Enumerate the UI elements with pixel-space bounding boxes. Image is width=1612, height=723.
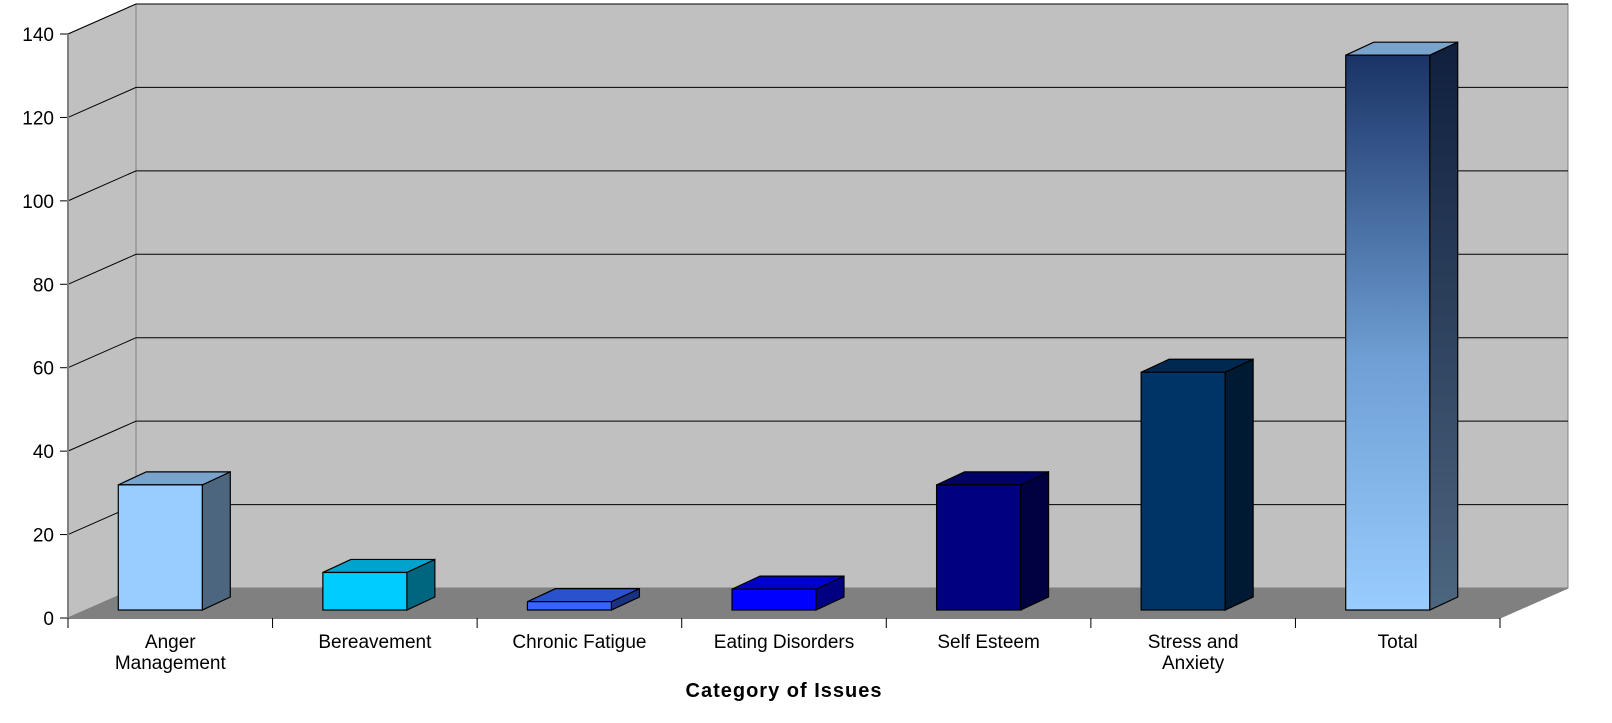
axes bbox=[67, 34, 1569, 628]
bar-front bbox=[322, 571, 408, 611]
x-category-label: Anger bbox=[145, 632, 196, 653]
bar-1 bbox=[322, 558, 436, 611]
gridline bbox=[67, 420, 1568, 452]
bar-side bbox=[1429, 41, 1459, 611]
bar-side bbox=[1019, 470, 1050, 611]
bar-front bbox=[526, 601, 613, 611]
gridline bbox=[67, 86, 1568, 118]
bar-4 bbox=[935, 470, 1050, 611]
y-tick-label: 80 bbox=[33, 275, 54, 296]
x-category-label: Eating Disorders bbox=[714, 632, 854, 653]
bar-front bbox=[1345, 54, 1431, 611]
y-tick-label: 140 bbox=[22, 25, 54, 46]
bar-side bbox=[1224, 358, 1254, 611]
x-category-label: Anxiety bbox=[1162, 653, 1225, 674]
bar-0 bbox=[117, 470, 231, 611]
y-axis-tick-labels: 0 20 40 60 80 100 120 140 bbox=[22, 25, 54, 630]
bar-6 bbox=[1345, 41, 1459, 611]
chart-walls bbox=[67, 3, 1569, 619]
y-tick-label: 60 bbox=[33, 359, 54, 380]
gridline bbox=[67, 170, 1568, 202]
y-tick-label: 40 bbox=[33, 442, 54, 463]
gridline bbox=[67, 253, 1568, 285]
x-category-label: Total bbox=[1378, 632, 1418, 653]
y-tick-label: 20 bbox=[33, 526, 54, 547]
gridlines bbox=[60, 3, 1568, 619]
bar-5 bbox=[1140, 358, 1254, 611]
floor-edge bbox=[1499, 587, 1569, 619]
gridline bbox=[67, 337, 1568, 369]
bar-front bbox=[1140, 371, 1226, 611]
gridline bbox=[67, 3, 1568, 35]
bar-2 bbox=[526, 587, 641, 611]
bar-3 bbox=[731, 575, 845, 611]
y-tick-label: 0 bbox=[43, 609, 54, 630]
y-tick-label: 120 bbox=[22, 108, 54, 129]
bar-front bbox=[731, 588, 817, 611]
x-category-label: Management bbox=[115, 653, 227, 674]
bars bbox=[117, 41, 1459, 611]
y-tick-label: 100 bbox=[22, 192, 54, 213]
bar-front bbox=[117, 484, 203, 611]
x-category-label: Self Esteem bbox=[937, 632, 1039, 653]
bar-side bbox=[201, 470, 231, 611]
x-category-label: Bereavement bbox=[318, 632, 432, 653]
x-category-label: Chronic Fatigue bbox=[512, 632, 646, 653]
x-axis-title: Category of Issues bbox=[686, 680, 883, 702]
bar-front bbox=[935, 484, 1022, 611]
x-category-label: Stress and bbox=[1148, 632, 1239, 653]
